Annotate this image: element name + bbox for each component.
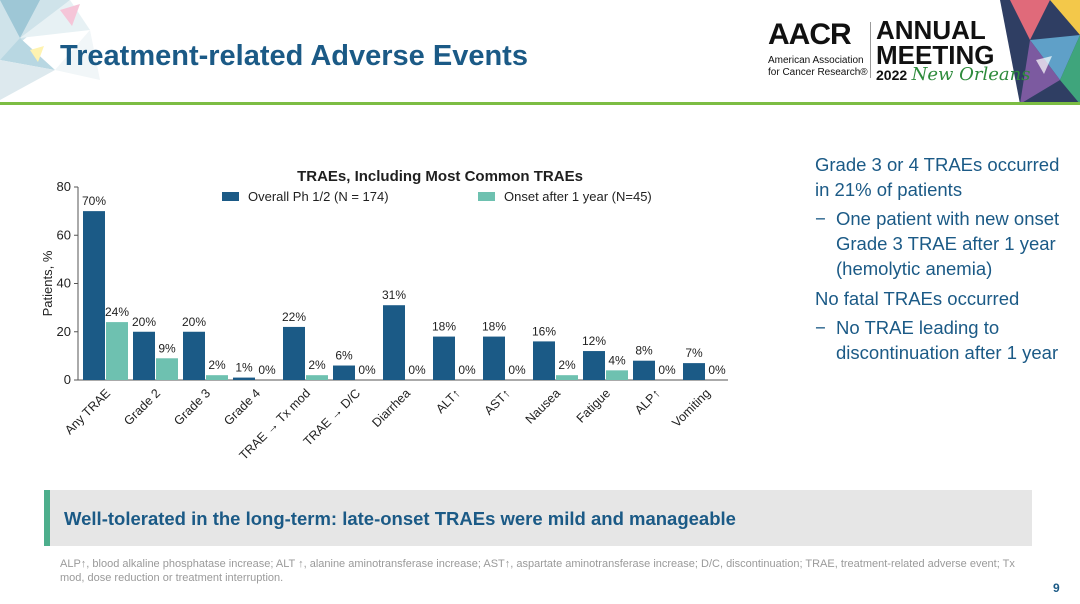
data-label: 31% xyxy=(382,288,406,302)
bar xyxy=(533,341,555,380)
header-rule xyxy=(0,102,1080,105)
y-tick-label: 20 xyxy=(57,324,71,339)
subbullet-no-discontinuation-text: No TRAE leading to discontinuation after… xyxy=(836,317,1059,363)
data-label: 7% xyxy=(685,346,703,360)
legend-label: Onset after 1 year (N=45) xyxy=(504,189,652,204)
dash-marker: − xyxy=(815,208,826,229)
meeting-city: New Orleans xyxy=(911,64,1031,85)
legend-swatch xyxy=(478,192,495,201)
subbullet-new-onset-text: One patient with new onset Grade 3 TRAE … xyxy=(836,208,1060,279)
data-label: 6% xyxy=(335,349,353,363)
data-label: 12% xyxy=(582,334,606,348)
page-number: 9 xyxy=(1053,581,1060,595)
callout-text: Well-tolerated in the long-term: late-on… xyxy=(64,508,736,529)
data-label: 4% xyxy=(608,353,626,367)
bar xyxy=(683,363,705,380)
legend-swatch xyxy=(222,192,239,201)
data-label: 2% xyxy=(558,358,576,372)
bar xyxy=(633,360,655,380)
data-label: 16% xyxy=(532,324,556,338)
bar xyxy=(483,336,505,380)
data-label: 20% xyxy=(182,315,206,329)
data-label: 20% xyxy=(132,315,156,329)
meeting-year: 2022 xyxy=(876,67,908,83)
data-label: 0% xyxy=(658,363,676,377)
data-label: 70% xyxy=(82,194,106,208)
x-tick-label: Diarrhea xyxy=(369,386,413,430)
meeting-line2: MEETING xyxy=(876,40,995,70)
key-findings: Grade 3 or 4 TRAEs occurred in 21% of pa… xyxy=(815,152,1077,365)
data-label: 2% xyxy=(208,358,226,372)
data-label: 2% xyxy=(308,358,326,372)
data-label: 8% xyxy=(635,344,653,358)
data-label: 18% xyxy=(482,320,506,334)
x-tick-label: Nausea xyxy=(523,386,563,426)
data-label: 0% xyxy=(408,363,426,377)
crystal-decoration-right xyxy=(1000,0,1080,104)
trae-bar-chart: TRAEs, Including Most Common TRAEs Overal… xyxy=(40,168,728,463)
y-tick-label: 0 xyxy=(64,372,71,387)
bar xyxy=(433,336,455,380)
aacr-logo-subtitle: American Association for Cancer Research… xyxy=(768,55,868,79)
data-label: 22% xyxy=(282,310,306,324)
x-tick-label: ALT↑ xyxy=(433,386,463,416)
data-label: 24% xyxy=(105,305,129,319)
conclusion-callout: Well-tolerated in the long-term: late-on… xyxy=(44,490,1032,546)
bar xyxy=(156,358,178,380)
data-label: 1% xyxy=(235,361,253,375)
data-label: 18% xyxy=(432,320,456,334)
x-tick-label: Fatigue xyxy=(574,386,613,425)
data-label: 0% xyxy=(708,363,726,377)
slide-header: Treatment-related Adverse Events AACR Am… xyxy=(0,0,1080,104)
bullet-grade34: Grade 3 or 4 TRAEs occurred in 21% of pa… xyxy=(815,154,1060,200)
bar xyxy=(383,305,405,380)
bar xyxy=(306,375,328,380)
meeting-year-city: 2022 New Orleans xyxy=(876,66,1030,85)
aacr-subtitle-line2: for Cancer Research® xyxy=(768,67,868,78)
bar xyxy=(333,365,355,380)
bar xyxy=(233,377,255,380)
bullet-no-fatal: No fatal TRAEs occurred xyxy=(815,288,1020,309)
data-label: 0% xyxy=(458,363,476,377)
bar xyxy=(283,326,305,380)
y-tick-label: 40 xyxy=(57,276,71,291)
data-label: 0% xyxy=(258,363,276,377)
x-tick-label: Any TRAE xyxy=(62,386,113,437)
data-label: 0% xyxy=(358,363,376,377)
callout-accent-bar xyxy=(44,490,50,546)
x-tick-label: ALP↑ xyxy=(632,386,663,417)
aacr-subtitle-line1: American Association xyxy=(768,55,864,66)
y-tick-label: 60 xyxy=(57,227,71,242)
meeting-line1: ANNUAL xyxy=(876,15,986,45)
x-tick-label: Grade 3 xyxy=(171,386,213,428)
chart-title: TRAEs, Including Most Common TRAEs xyxy=(297,168,583,185)
crystal-decoration-left xyxy=(0,0,100,100)
legend-label: Overall Ph 1/2 (N = 174) xyxy=(248,189,389,204)
subbullet-no-discontinuation: − No TRAE leading to discontinuation aft… xyxy=(815,315,1077,365)
x-tick-label: Grade 2 xyxy=(121,386,163,428)
dash-marker: − xyxy=(815,317,826,338)
bar xyxy=(583,351,605,380)
data-label: 0% xyxy=(508,363,526,377)
x-tick-label: Grade 4 xyxy=(221,386,263,428)
x-tick-label: Vomiting xyxy=(669,386,713,430)
page-title: Treatment-related Adverse Events xyxy=(60,40,528,72)
x-tick-label: AST↑ xyxy=(482,386,514,418)
y-tick-label: 80 xyxy=(57,179,71,194)
bar xyxy=(133,331,155,380)
bar xyxy=(606,370,628,380)
bar xyxy=(183,331,205,380)
bar xyxy=(83,211,105,380)
bar xyxy=(206,375,228,380)
subbullet-new-onset: − One patient with new onset Grade 3 TRA… xyxy=(815,206,1077,281)
aacr-logo-word: AACR xyxy=(768,18,852,51)
logo-divider xyxy=(870,22,871,78)
data-label: 9% xyxy=(158,341,176,355)
bar xyxy=(106,322,128,380)
y-axis-label: Patients, % xyxy=(40,250,55,316)
bar xyxy=(556,375,578,380)
abbreviations-footnote: ALP↑, blood alkaline phosphatase increas… xyxy=(60,558,1015,584)
